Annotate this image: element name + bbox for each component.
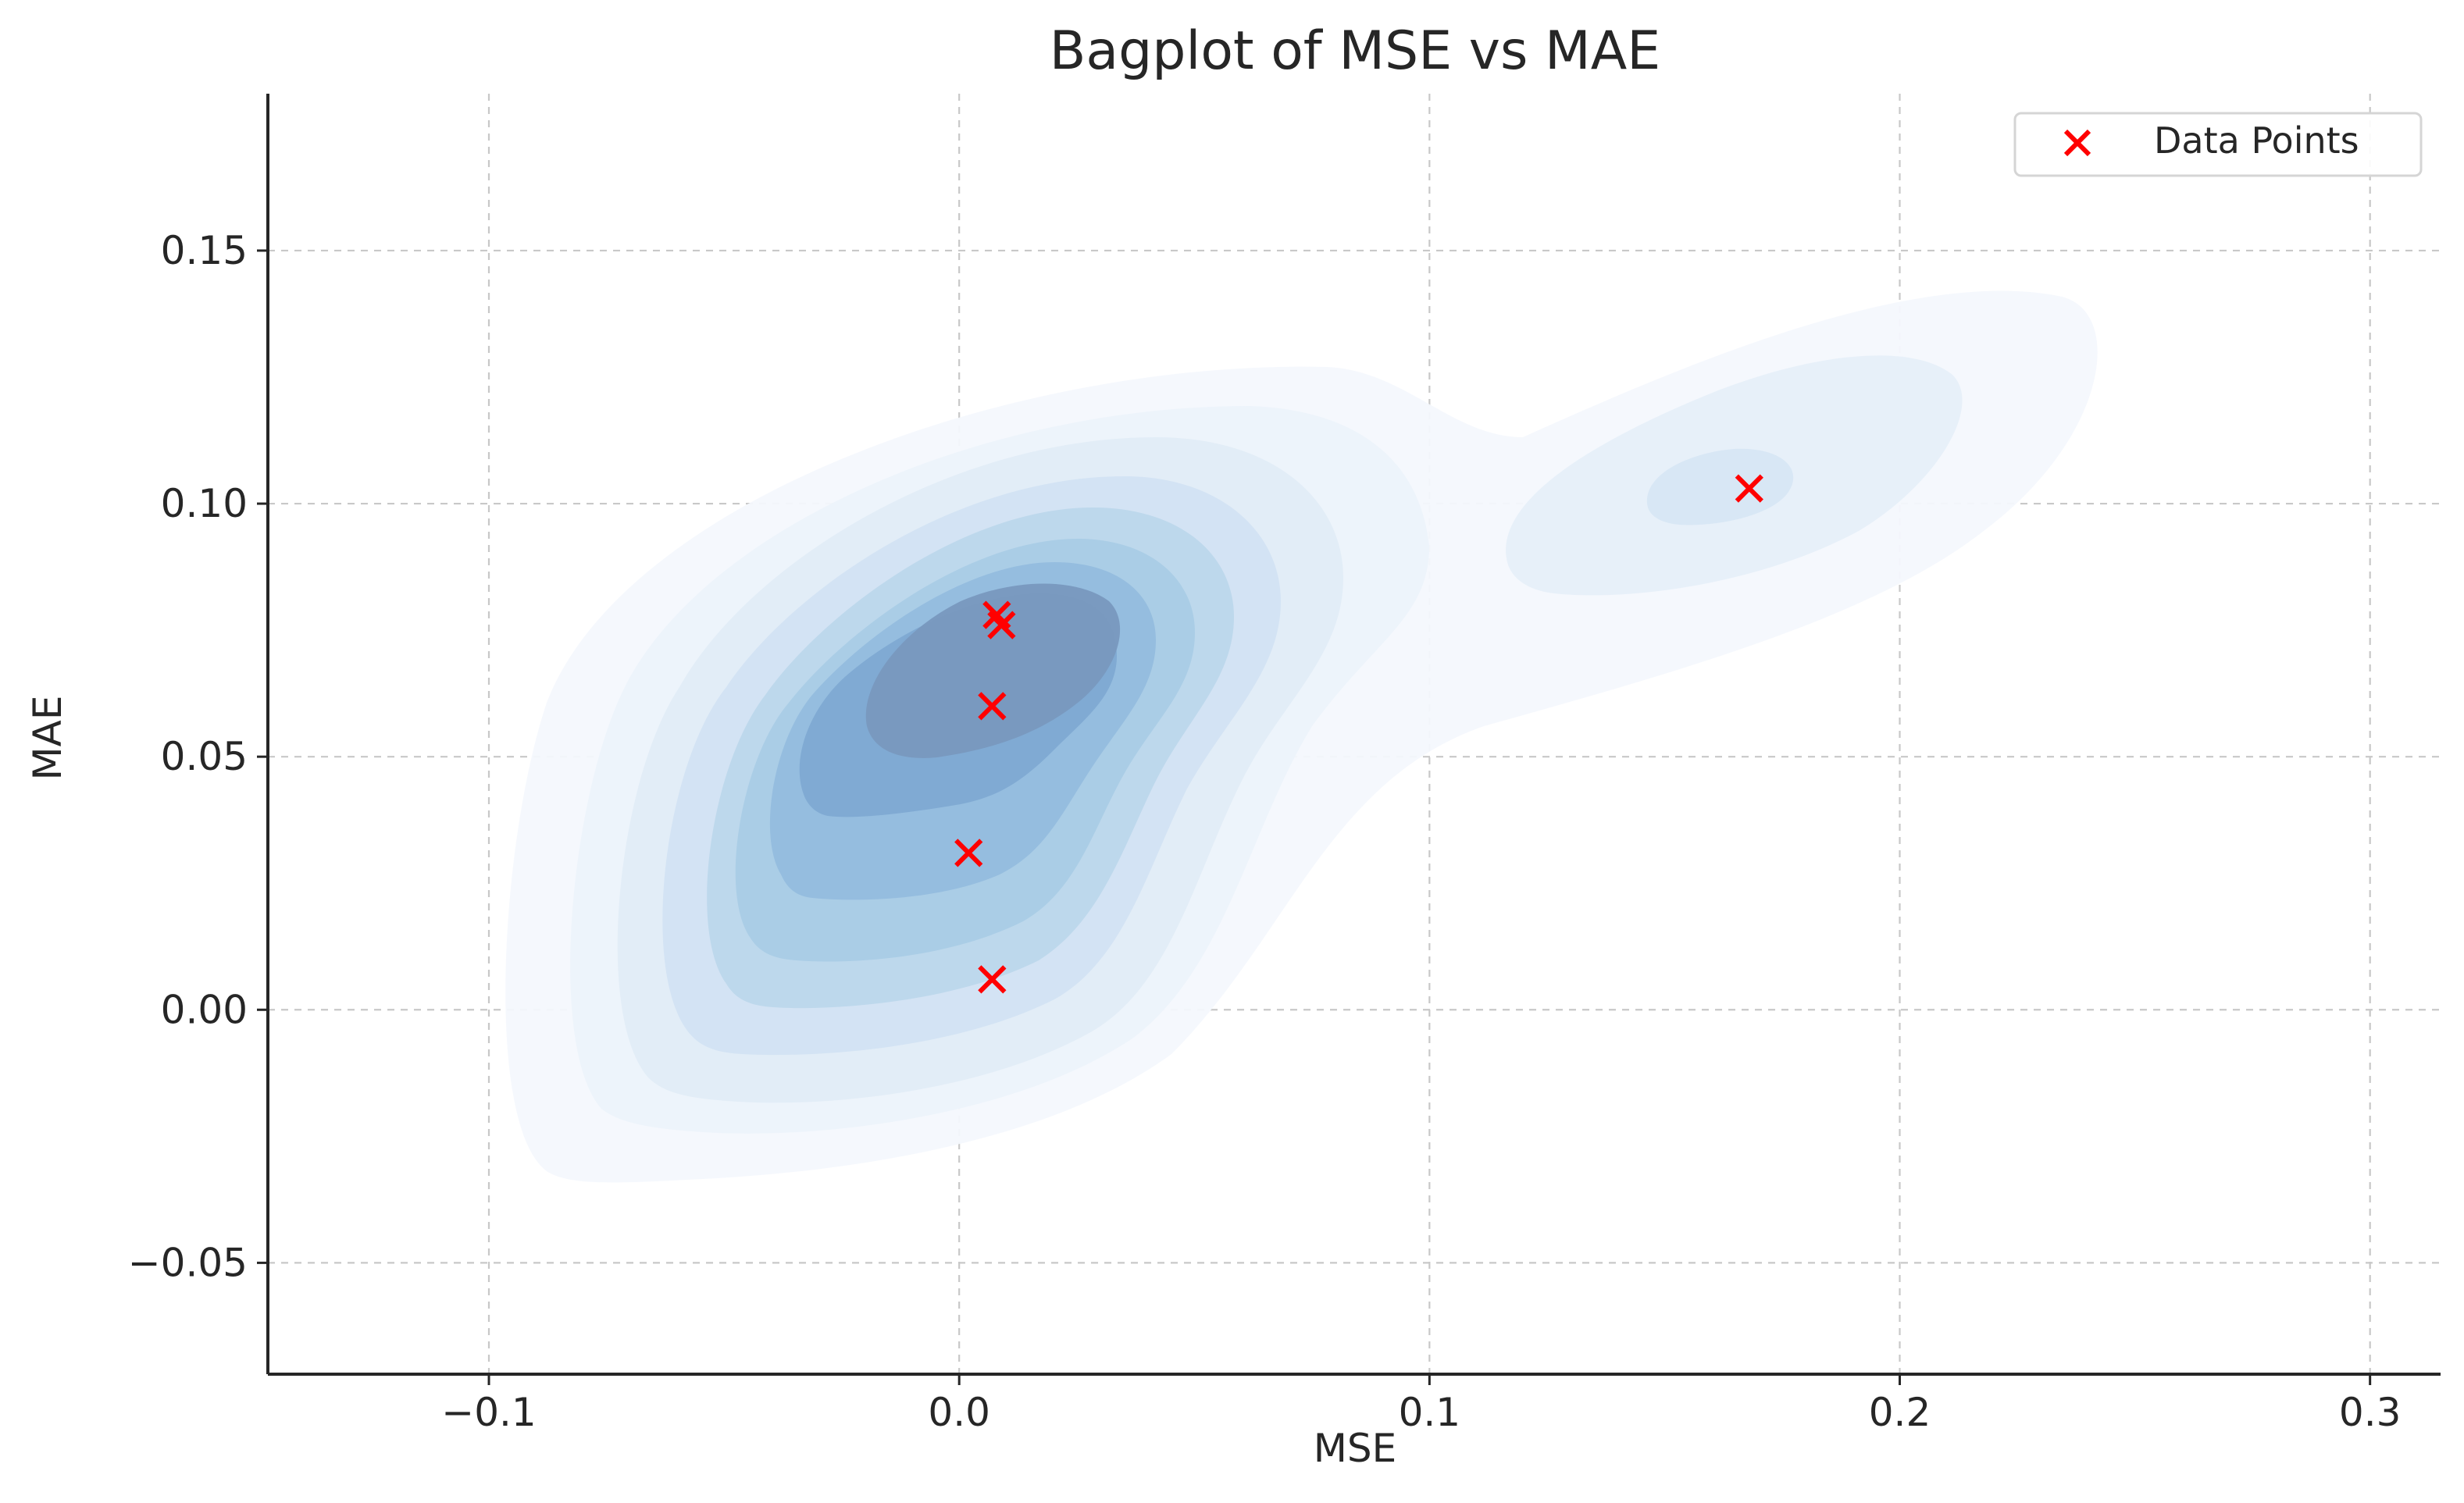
data-point-0-3-stroke-b <box>954 839 983 867</box>
density-contours <box>505 290 2098 1183</box>
data-point-0-4 <box>978 965 1007 994</box>
density-level-9 <box>865 583 1121 758</box>
axes <box>266 94 2441 1376</box>
legend-x-marker-stroke-b <box>2063 129 2091 157</box>
data-point-0-2-stroke-b <box>978 692 1007 721</box>
legend-box <box>2013 112 2423 177</box>
legend-x-marker <box>2063 129 2091 157</box>
data-point-0-1 <box>987 611 1016 639</box>
x-tick-label-3: 0.2 <box>1869 1390 1931 1435</box>
data-point-0-4-stroke-b <box>978 965 1007 994</box>
x-tick-label-0: −0.1 <box>441 1390 536 1435</box>
x-tick-label-4: 0.3 <box>2339 1390 2402 1435</box>
chart-title: Bagplot of MSE vs MAE <box>1050 20 1660 82</box>
data-point-0-5 <box>1735 474 1763 503</box>
y-tick-label-1: 0.00 <box>161 987 248 1032</box>
x-axis-label: MSE <box>1314 1426 1396 1471</box>
y-tick-label-3: 0.10 <box>161 481 248 526</box>
data-points <box>954 474 1763 994</box>
data-point-0-5-stroke-b <box>1735 474 1763 503</box>
legend-marker-icon <box>2063 129 2091 157</box>
data-point-0-3 <box>954 839 983 867</box>
x-tick-label-1: 0.0 <box>928 1390 990 1435</box>
y-tick-label-4: 0.15 <box>161 228 248 273</box>
legend-label-data-points: Data Points <box>2154 119 2359 162</box>
y-tick-label-0: −0.05 <box>128 1240 248 1285</box>
ticks: −0.1 0.0 0.1 0.2 0.3 −0.05 0.00 0.05 0.10 0.15 <box>128 228 2402 1435</box>
x-tick-label-2: 0.1 <box>1399 1390 1461 1435</box>
data-point-0-2 <box>978 692 1007 721</box>
y-axis-label: MAE <box>25 696 70 781</box>
density-level-3b <box>1646 448 1794 525</box>
y-tick-label-2: 0.05 <box>161 734 248 779</box>
legend: Data Points <box>2013 112 2423 177</box>
data-point-0-0-stroke-b <box>982 600 1011 629</box>
data-point-0-1-stroke-b <box>987 611 1016 639</box>
